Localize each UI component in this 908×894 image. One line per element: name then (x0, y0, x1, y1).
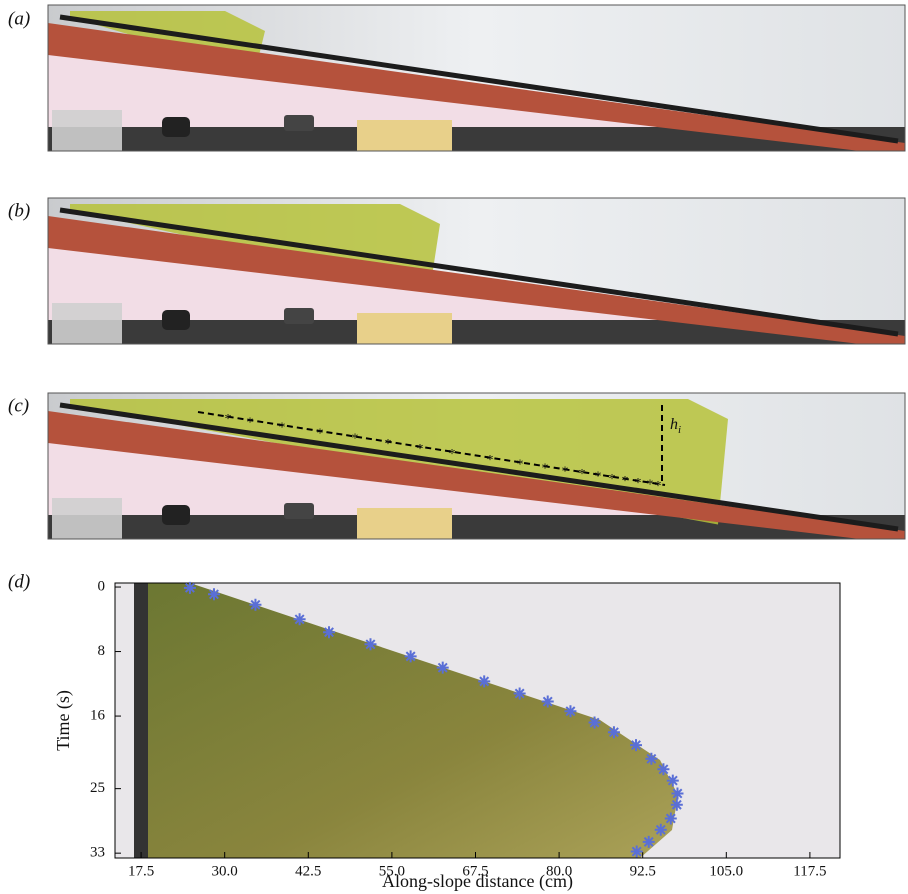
marker: * (562, 464, 569, 479)
marker: * (352, 432, 359, 447)
marker: * (622, 474, 629, 489)
frame (47, 392, 906, 540)
object (284, 308, 314, 324)
slope (48, 411, 905, 539)
point (630, 845, 643, 858)
beaker (52, 303, 122, 344)
y-tick-label: 25 (90, 780, 105, 796)
point (657, 763, 670, 776)
frame (47, 4, 906, 152)
x-tick-label: 30.0 (212, 863, 238, 879)
point (645, 752, 658, 765)
point (183, 581, 196, 594)
box (357, 508, 452, 539)
point (541, 695, 554, 708)
point (436, 661, 449, 674)
slope (48, 216, 905, 344)
y-tick-label: 8 (98, 643, 106, 659)
slope-edge (59, 207, 899, 337)
x-tick-label: 42.5 (295, 863, 321, 879)
object (284, 115, 314, 131)
x-tick-label: 92.5 (630, 863, 656, 879)
photos: * * * * * * * * * * * * * * * * * * * (47, 4, 906, 540)
point (642, 835, 655, 848)
y-tick-label: 33 (90, 845, 105, 861)
frame (47, 197, 906, 345)
marker: * (517, 457, 524, 472)
y-tick-label: 16 (90, 708, 106, 724)
point (564, 705, 577, 718)
point (670, 798, 683, 811)
slope (48, 23, 905, 151)
marker: * (635, 476, 642, 491)
point (207, 588, 220, 601)
point (630, 739, 643, 752)
x-tick-label: 55.0 (379, 863, 405, 879)
marker: * (647, 478, 654, 493)
x-tick-label: 67.5 (462, 863, 488, 879)
tank-edge (134, 583, 148, 858)
plume-image (148, 583, 678, 858)
beaker (52, 110, 122, 151)
point (654, 823, 667, 836)
point (588, 716, 601, 729)
plot-frame (114, 582, 841, 859)
point (666, 774, 679, 787)
x-tick-label: 117.5 (793, 863, 826, 879)
y-axis-label: Time (s) (53, 690, 74, 751)
chart: 17.5 30.0 42.5 55.0 67.5 80.0 92.5 105.0 117.5 0 8… (53, 578, 841, 892)
marker: * (655, 479, 662, 494)
point (513, 687, 526, 700)
marker: * (385, 437, 392, 452)
dashed-line (197, 411, 666, 486)
marker: * (542, 461, 549, 476)
box (357, 120, 452, 151)
slope-edge (59, 402, 899, 532)
object (284, 503, 314, 519)
marker: * (449, 447, 456, 462)
annotation: hi (670, 416, 681, 436)
marker: * (247, 415, 254, 430)
box (357, 313, 452, 344)
point (404, 650, 417, 663)
panel-label: (d) (8, 571, 30, 592)
marker: * (417, 442, 424, 457)
panel-label: (a) (8, 8, 30, 29)
point (607, 726, 620, 739)
object (162, 117, 190, 137)
y-tick-label: 0 (98, 578, 106, 594)
x-axis-label: Along-slope distance (cm) (382, 871, 573, 892)
point (293, 613, 306, 626)
object (162, 310, 190, 330)
panel-label: (b) (8, 200, 30, 221)
marker: * (609, 472, 616, 487)
point (478, 675, 491, 688)
object (162, 505, 190, 525)
marker: * (279, 420, 286, 435)
x-tick-label: 17.5 (128, 863, 154, 879)
point (249, 598, 262, 611)
marker: * (579, 467, 586, 482)
beaker (52, 498, 122, 539)
point (671, 787, 684, 800)
x-tick-label: 105.0 (709, 863, 743, 879)
marker: * (595, 470, 602, 485)
marker: * (487, 453, 494, 468)
point (664, 812, 677, 825)
slope-edge (59, 14, 899, 144)
point (364, 638, 377, 651)
point (323, 626, 336, 639)
marker: * (317, 426, 324, 441)
marker: * (225, 412, 232, 427)
panel-label: (c) (8, 395, 29, 416)
x-tick-label: 80.0 (546, 863, 572, 879)
